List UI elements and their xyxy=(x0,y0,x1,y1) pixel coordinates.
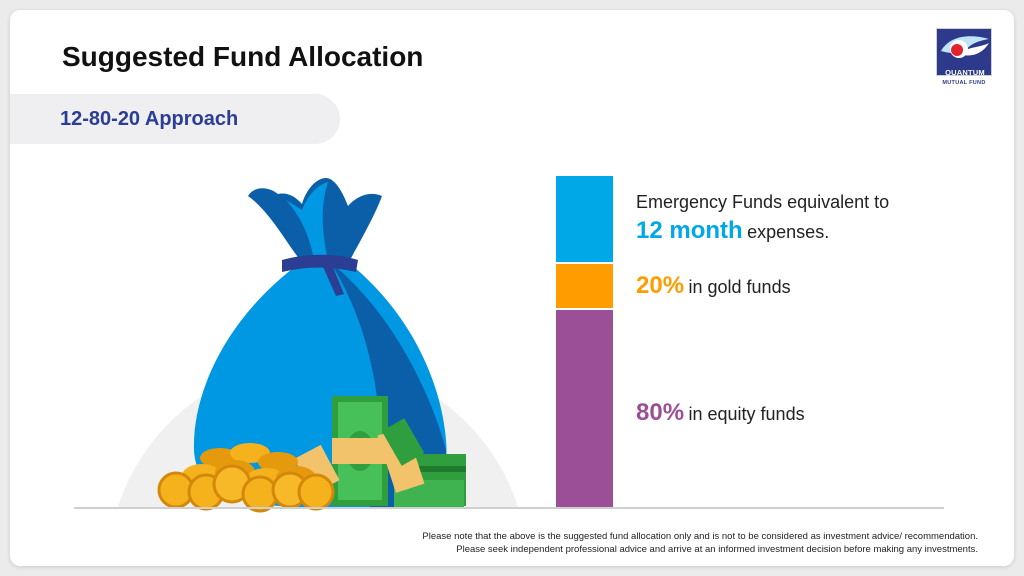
emergency-highlight: 12 month xyxy=(636,217,743,244)
logo-brand-text: QUANTUM xyxy=(945,68,985,77)
equity-label: 80% in equity funds xyxy=(636,399,805,427)
subtitle-band: 12-80-20 Approach xyxy=(10,94,340,144)
baseline-divider xyxy=(74,507,944,509)
logo-box: QUANTUM xyxy=(936,28,992,77)
page-subtitle: 12-80-20 Approach xyxy=(60,108,239,130)
gold-highlight: 20% xyxy=(636,272,685,299)
logo-emblem-icon xyxy=(941,36,989,58)
disclaimer: Please note that the above is the sugges… xyxy=(278,530,978,556)
gold-coins-icon xyxy=(157,443,335,513)
emergency-label-prefix: Emergency Funds equivalent to xyxy=(636,192,890,212)
quantum-logo: QUANTUM MUTUAL FUND xyxy=(934,26,994,88)
slide: Suggested Fund Allocation QUANTUM MUTUAL… xyxy=(10,10,1014,566)
bar-separator xyxy=(536,308,636,310)
banknote-stack-icon xyxy=(294,396,466,507)
logo-tagline-text: MUTUAL FUND xyxy=(942,80,986,86)
gold-label: 20% in gold funds xyxy=(636,272,791,300)
page-title: Suggested Fund Allocation xyxy=(62,41,424,72)
emergency-suffix: expenses. xyxy=(747,222,830,242)
money-illustration xyxy=(118,178,518,513)
allocation-bar-emergency xyxy=(556,176,613,262)
emergency-label: 12 month expenses. xyxy=(636,217,829,245)
allocation-bar-equity xyxy=(556,310,613,507)
gold-suffix: in gold funds xyxy=(688,277,791,297)
equity-highlight: 80% xyxy=(636,399,685,426)
bar-separator xyxy=(536,262,636,264)
allocation-bar-gold xyxy=(556,264,613,308)
disclaimer-line-1: Please note that the above is the sugges… xyxy=(422,531,978,542)
equity-suffix: in equity funds xyxy=(688,404,805,424)
disclaimer-line-2: Please seek independent professional adv… xyxy=(456,544,978,555)
